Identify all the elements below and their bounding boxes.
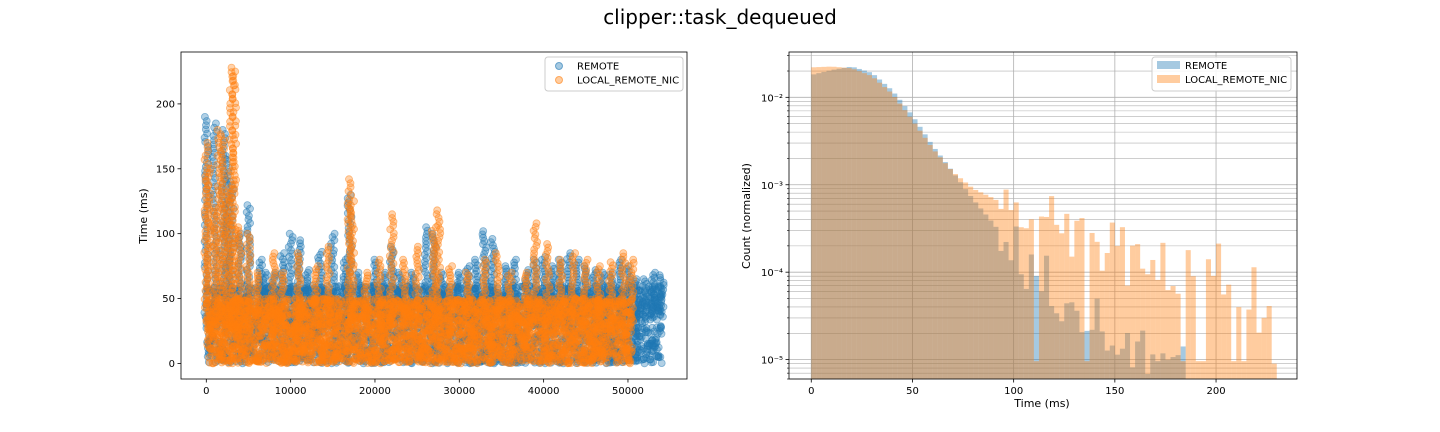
scatter-marks	[200, 63, 668, 368]
page-title: clipper::task_dequeued	[603, 5, 837, 29]
